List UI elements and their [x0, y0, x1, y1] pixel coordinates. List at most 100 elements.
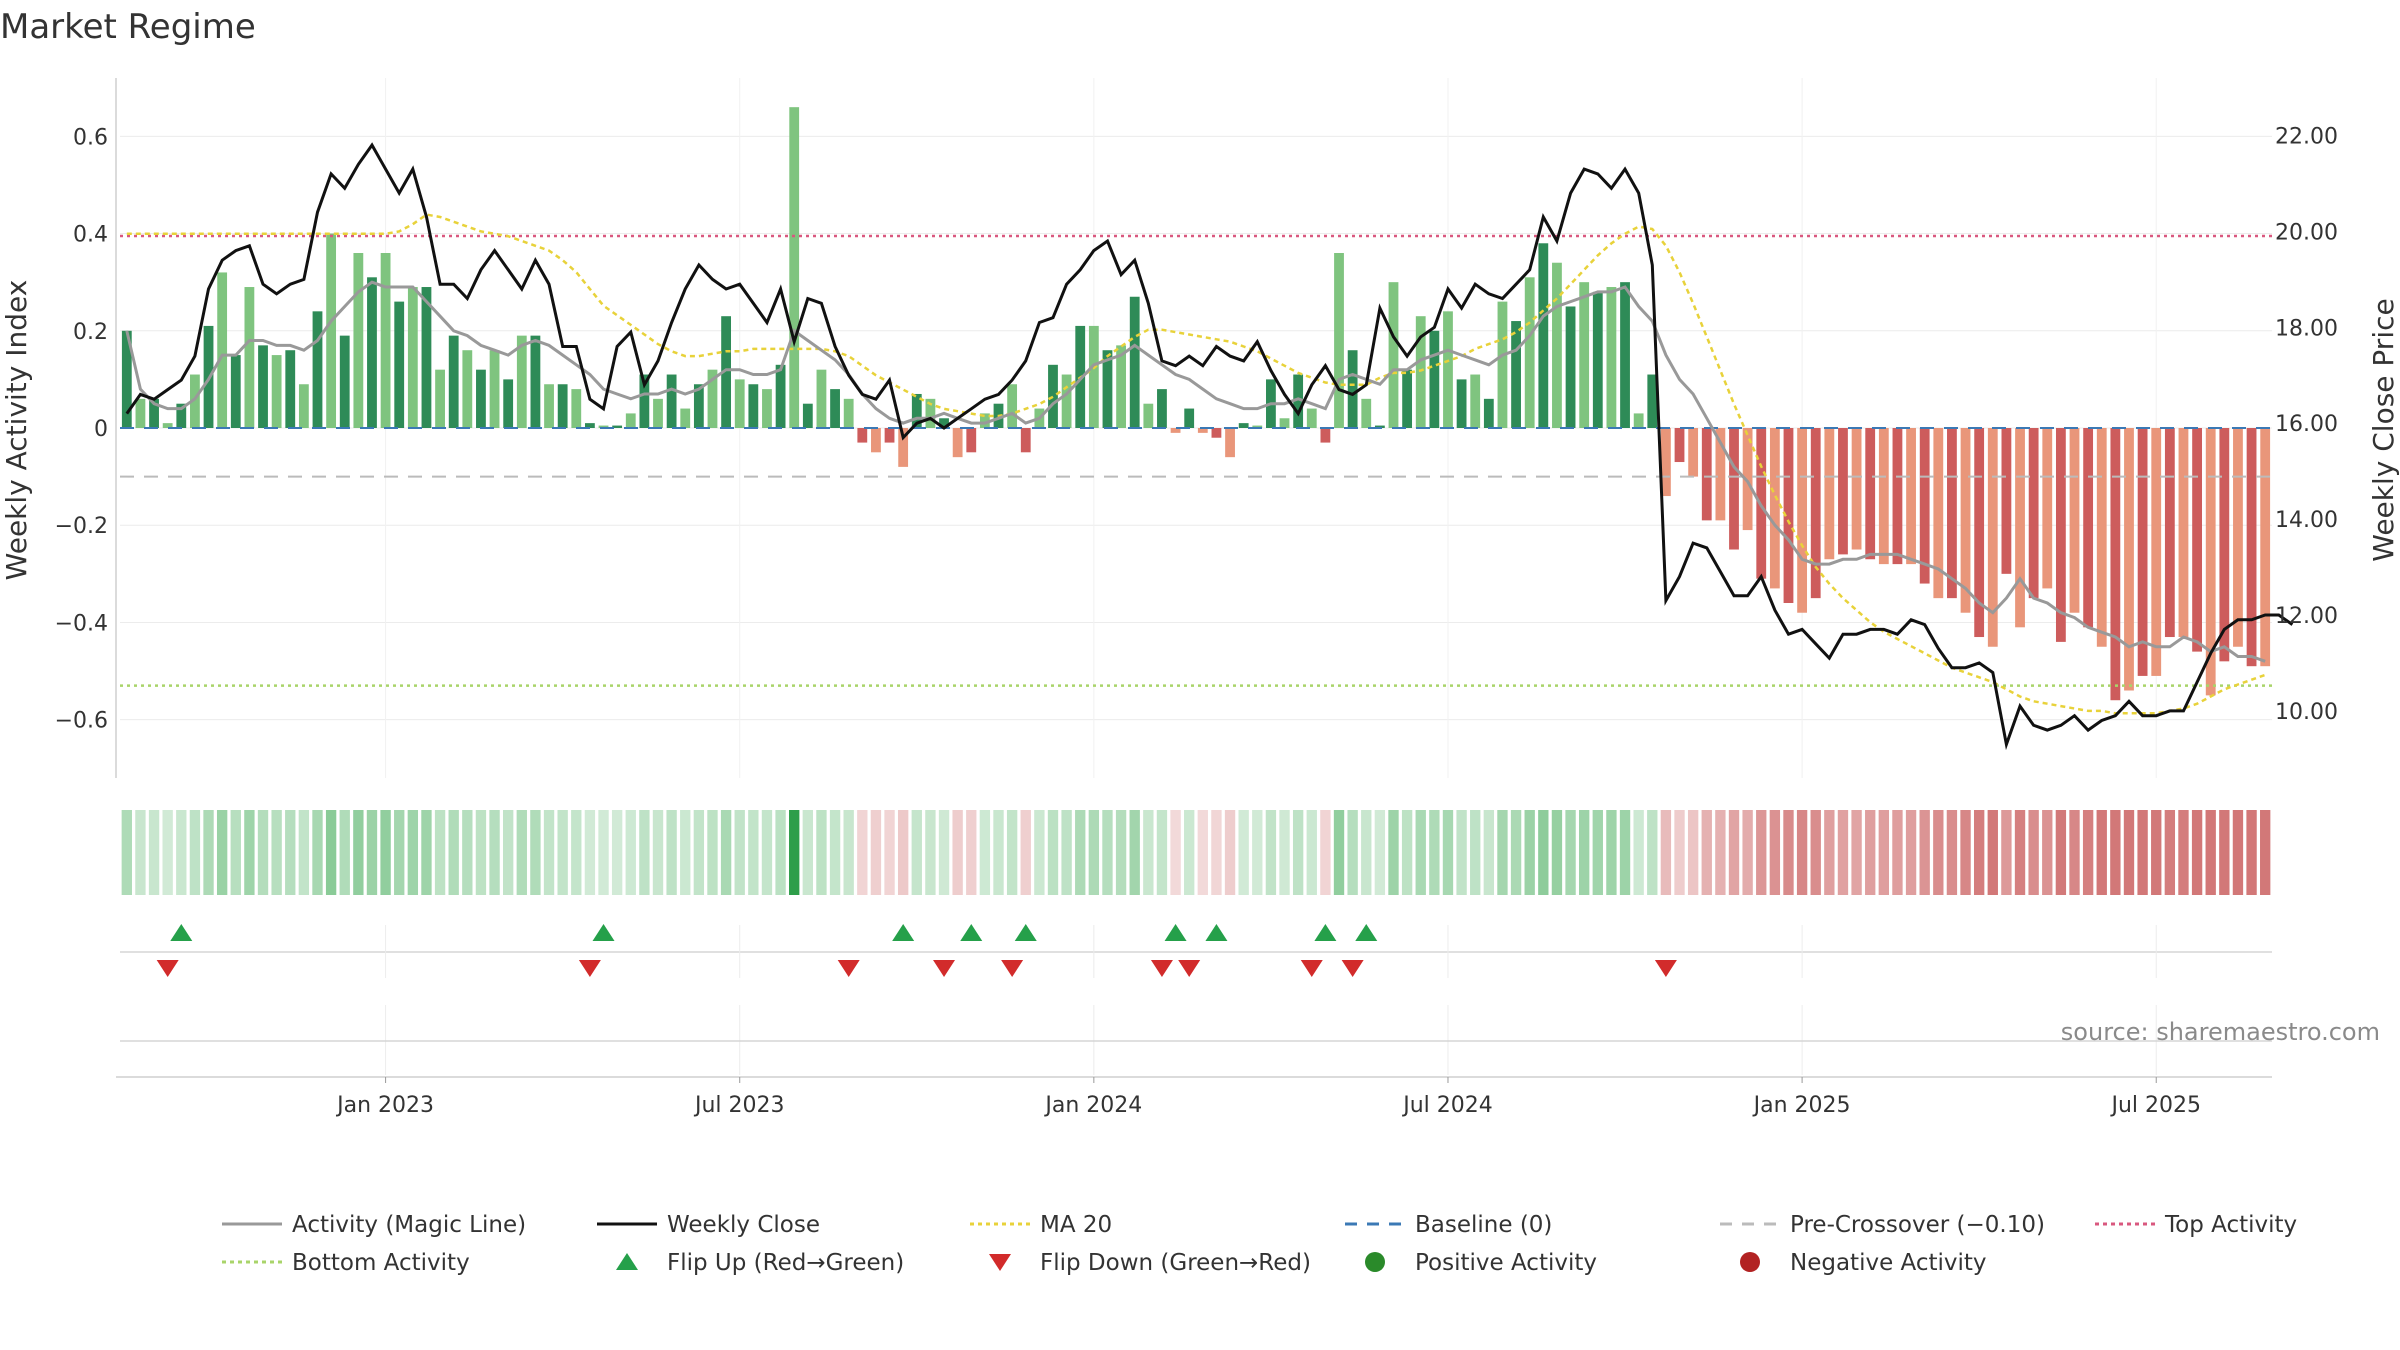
flip-down-marker	[1300, 960, 1323, 977]
y-tick-label: −0.6	[55, 709, 108, 734]
regime-cell	[1143, 810, 1154, 895]
activity-bar	[1497, 301, 1508, 428]
activity-bar	[1483, 398, 1494, 428]
activity-bar	[979, 413, 990, 428]
activity-bar	[462, 350, 473, 428]
activity-bar	[1456, 379, 1467, 428]
activity-bar	[1620, 282, 1630, 428]
legend-label: Top Activity	[2164, 1212, 2297, 1238]
y2-tick-label: 12.00	[2275, 604, 2338, 629]
regime-cell	[1374, 810, 1386, 895]
regime-cell	[843, 810, 854, 895]
flip-down-marker	[1001, 960, 1024, 977]
regime-cell	[1796, 810, 1808, 895]
regime-cell	[394, 810, 405, 895]
legend-label: MA 20	[1040, 1212, 1112, 1238]
regime-cell	[244, 810, 255, 895]
regime-cell	[1211, 810, 1222, 895]
legend-flip-up-icon	[616, 1253, 638, 1270]
y2-tick-label: 18.00	[2275, 316, 2338, 341]
activity-bar	[584, 423, 595, 428]
regime-cell	[489, 810, 500, 895]
activity-bar	[2246, 428, 2257, 667]
activity-bar	[871, 428, 881, 453]
regime-cell	[176, 810, 187, 895]
regime-cell	[2260, 810, 2271, 895]
regime-cell	[1156, 810, 1168, 895]
activity-bar	[149, 398, 159, 428]
activity-bar	[421, 287, 432, 428]
series-lines	[125, 142, 2294, 751]
flip-up-marker	[1014, 924, 1037, 941]
activity-bar	[1797, 428, 1808, 613]
activity-bar	[176, 403, 187, 428]
legend: Activity (Magic Line) Weekly Close MA 20 Ba…	[222, 1212, 2297, 1276]
activity-bar	[1361, 398, 1372, 428]
regime-cell	[421, 810, 432, 895]
activity-bar	[1129, 296, 1140, 428]
activity-bar	[1892, 428, 1903, 565]
activity-bar	[2164, 428, 2175, 638]
regime-cell	[1633, 810, 1644, 895]
axes: 0.6 0.4 0.2 0 −0.2 −0.4 −0.6 22.00 20.00 18.00 16.…	[55, 78, 2338, 778]
y2-tick-label: 22.00	[2275, 125, 2338, 150]
regime-cell	[693, 810, 705, 895]
chart-title: Market Regime	[0, 7, 256, 47]
regime-cell	[1320, 810, 1331, 895]
y-axis-label: Weekly Activity Index	[0, 280, 33, 581]
regime-cell	[775, 810, 786, 895]
regime-cell	[271, 810, 282, 895]
activity-bar	[2110, 428, 2121, 701]
activity-bar	[1020, 428, 1031, 453]
regime-cell	[611, 810, 623, 895]
regime-cell	[1047, 810, 1059, 895]
activity-bar	[1660, 428, 1671, 497]
threshold-lines	[120, 234, 2272, 687]
activity-bar	[1334, 253, 1344, 428]
activity-bar	[1184, 408, 1195, 428]
regime-cell	[1606, 810, 1617, 895]
regime-cell	[1892, 810, 1903, 895]
regime-cell	[1538, 810, 1549, 895]
regime-cell	[748, 810, 759, 895]
activity-bar	[1088, 325, 1099, 428]
regime-cell	[1756, 810, 1767, 895]
legend-label: Positive Activity	[1415, 1250, 1597, 1276]
activity-bar	[271, 355, 282, 428]
activity-bar	[1729, 428, 1739, 550]
activity-bar	[2069, 428, 2080, 613]
activity-bar	[1170, 428, 1181, 433]
regime-cell	[571, 810, 582, 895]
activity-bar	[258, 345, 268, 428]
regime-cell	[2137, 810, 2148, 895]
regime-cell	[966, 810, 977, 895]
activity-bar	[1388, 282, 1399, 428]
regime-cell	[557, 810, 568, 895]
regime-cell	[680, 810, 691, 895]
activity-bar	[339, 335, 350, 428]
y2-tick-label: 16.00	[2275, 412, 2338, 437]
regime-cell	[2246, 810, 2257, 895]
activity-bar	[1552, 262, 1562, 428]
regime-cell	[121, 810, 132, 895]
flip-up-marker	[892, 924, 915, 941]
regime-cell	[897, 810, 909, 895]
y-tick-label: −0.2	[55, 514, 108, 539]
regime-cell	[1933, 810, 1944, 895]
activity-bar	[285, 350, 296, 428]
regime-cell	[1865, 810, 1876, 895]
regime-cell	[1075, 810, 1086, 895]
regime-cell	[911, 810, 922, 895]
activity-bar	[598, 425, 609, 428]
regime-cell	[1742, 810, 1753, 895]
activity-bar	[2192, 428, 2202, 652]
activity-bar	[1538, 243, 1549, 428]
activity-bar	[952, 428, 963, 458]
activity-bar	[1415, 316, 1426, 428]
activity-bar	[734, 379, 745, 428]
regime-cell	[2042, 810, 2053, 895]
regime-cell	[353, 810, 364, 895]
regime-cell	[448, 810, 459, 895]
regime-cell	[1442, 810, 1454, 895]
activity-bar	[530, 335, 541, 428]
